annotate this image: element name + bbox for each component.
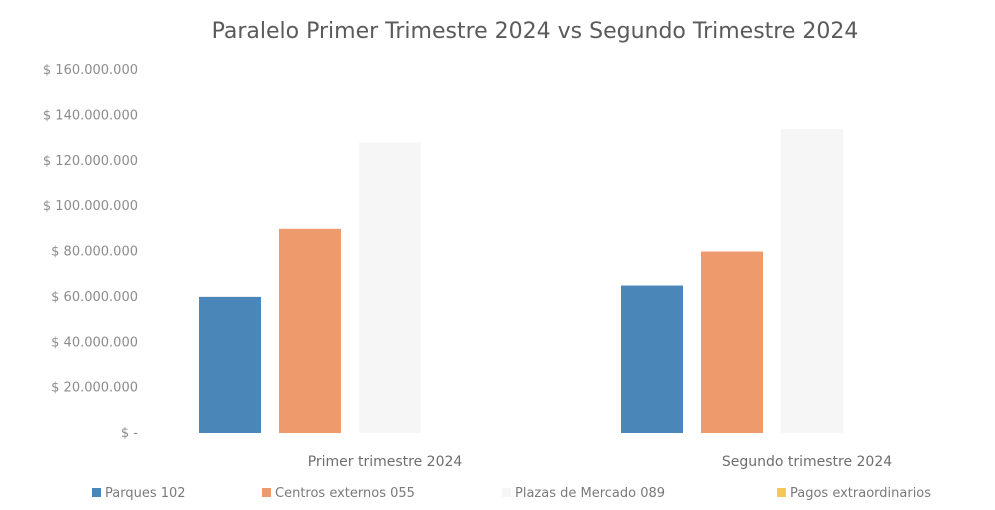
legend-swatch [262,488,271,497]
bar [621,285,683,433]
legend-label: Plazas de Mercado 089 [515,486,665,501]
y-tick-label: $ 140.000.000 [43,108,138,123]
legend-item: Pagos extraordinarios [777,486,931,501]
bar [701,251,763,433]
legend-item: Parques 102 [92,486,186,501]
y-tick-label: $ - [121,426,138,441]
bars [199,128,843,434]
legend-swatch [777,488,786,497]
bar [359,142,421,433]
x-category-label: Primer trimestre 2024 [308,454,463,470]
legend-label: Centros externos 055 [275,486,415,501]
y-tick-label: $ 60.000.000 [51,290,138,305]
y-tick-label: $ 160.000.000 [43,63,138,78]
bar [199,296,261,433]
chart-title: Paralelo Primer Trimestre 2024 vs Segund… [212,19,859,44]
legend-swatch [92,488,101,497]
legend-item: Plazas de Mercado 089 [502,486,665,501]
legend: Parques 102 Centros externos 055 Plazas de… [92,486,931,501]
y-axis: $ - $ 20.000.000 $ 40.000.000 $ 60.000.000 $… [43,63,138,441]
legend-label: Pagos extraordinarios [790,486,931,501]
legend-item: Centros externos 055 [262,486,415,501]
x-category-label: Segundo trimestre 2024 [722,454,892,470]
legend-swatch [502,488,511,497]
bar [279,228,341,433]
x-axis: Primer trimestre 2024 Segundo trimestre 2… [308,454,893,470]
legend-label: Parques 102 [105,486,186,501]
y-tick-label: $ 80.000.000 [51,245,138,260]
y-tick-label: $ 40.000.000 [51,335,138,350]
y-tick-label: $ 20.000.000 [51,381,138,396]
y-tick-label: $ 100.000.000 [43,199,138,214]
y-tick-label: $ 120.000.000 [43,154,138,169]
bar [781,128,843,434]
